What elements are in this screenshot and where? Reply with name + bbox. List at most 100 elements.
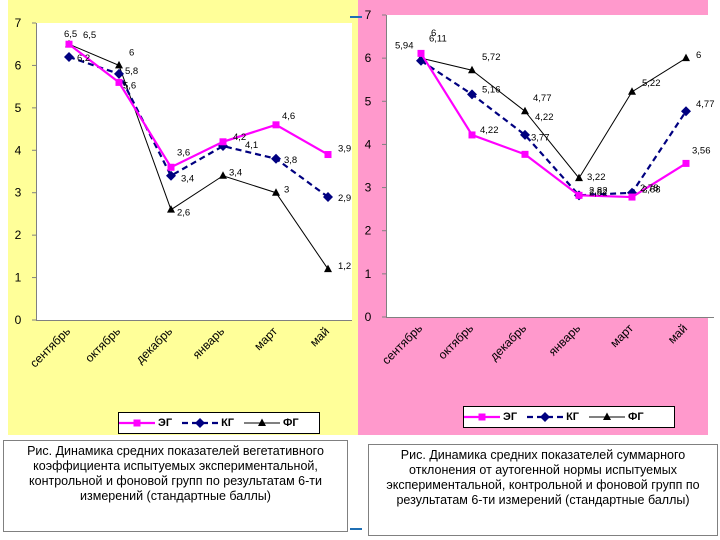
y-tick-label: 1: [365, 267, 372, 281]
data-label: 3,56: [692, 145, 711, 156]
data-label: 6,11: [429, 33, 447, 44]
x-tick-label: январь: [190, 324, 227, 361]
data-point: [521, 106, 529, 115]
data-label: 6: [696, 50, 701, 61]
data-point: [323, 191, 333, 202]
data-point: [272, 121, 280, 129]
data-label: 6,5: [83, 30, 96, 41]
data-label: 2,9: [338, 193, 351, 204]
data-label: 4,22: [535, 112, 554, 123]
legend-marker: [258, 418, 267, 426]
data-point: [272, 188, 280, 196]
data-label: 5,94: [395, 41, 414, 52]
data-point: [167, 163, 175, 171]
data-label: 4,22: [480, 125, 499, 136]
data-label: 2,88: [642, 185, 661, 196]
legend-marker: [133, 419, 141, 427]
data-label: 3,4: [229, 168, 242, 179]
plot-area: [386, 15, 714, 318]
data-point: [166, 170, 176, 181]
legend-marker: [195, 418, 206, 428]
x-tick-label: март: [251, 324, 280, 353]
data-point: [681, 106, 691, 117]
caption-right: Рис. Динамика средних показателей суммар…: [368, 444, 718, 536]
data-point: [219, 138, 227, 146]
legend-label: КГ: [221, 417, 235, 429]
data-label: 3: [284, 185, 289, 196]
data-label: 3,4: [181, 174, 194, 185]
data-point: [115, 60, 123, 69]
data-label: 2,6: [177, 208, 190, 219]
legend-marker: [540, 412, 551, 422]
series-line-eg: [420, 52, 687, 199]
data-point: [575, 191, 583, 199]
series-line-eg: [68, 43, 329, 169]
series-line-kg: [68, 55, 329, 198]
legend-item: ФГ: [589, 411, 644, 423]
data-point: [628, 87, 636, 95]
data-point: [468, 65, 476, 74]
data-point: [219, 171, 227, 179]
data-point: [115, 78, 123, 86]
legend-item: ЭГ: [119, 417, 172, 429]
y-tick-label: 5: [15, 101, 22, 115]
data-point: [324, 264, 332, 273]
y-tick-label: 1: [15, 271, 22, 285]
data-point: [167, 205, 175, 213]
data-point: [521, 150, 529, 158]
x-tick-label: октябрь: [82, 324, 123, 365]
legend-label: КГ: [566, 411, 580, 423]
legend-label: ФГ: [628, 411, 644, 423]
legend-item: КГ: [527, 411, 579, 423]
legend-marker: [603, 412, 612, 420]
data-label: 4,6: [282, 111, 295, 122]
data-label: 3,22: [587, 172, 606, 183]
data-label: 3,6: [177, 147, 190, 158]
series-line-fg: [420, 57, 687, 179]
data-point: [64, 51, 74, 62]
y-tick-label: 5: [365, 94, 372, 108]
data-label: 6,5: [64, 29, 77, 40]
legend-label: ЭГ: [503, 411, 518, 423]
data-label: 4,2: [233, 132, 246, 143]
legend-label: ФГ: [283, 417, 299, 429]
y-tick-label: 2: [15, 228, 22, 242]
connector-line: [350, 528, 362, 530]
y-tick-label: 6: [15, 58, 22, 72]
data-label: 5,22: [642, 78, 661, 89]
x-tick-label: январь: [546, 321, 583, 358]
data-label: 5,6: [123, 80, 136, 91]
data-label: 5,8: [125, 66, 138, 77]
data-label: 3,8: [284, 155, 297, 166]
plot-area: [36, 23, 352, 321]
x-tick-label: май: [665, 321, 690, 346]
line-chart-right: 0 1 2 3 4 5 6 7 сентябрь октябрь декабрь январь март…: [365, 8, 715, 367]
x-tick-label: октябрь: [435, 321, 476, 362]
data-label: 4,77: [696, 99, 715, 110]
data-label: 6: [129, 47, 134, 58]
y-tick-label: 4: [365, 137, 372, 151]
data-label: 4,77: [533, 93, 552, 104]
data-label: 6: [431, 28, 436, 39]
data-label: 2,82: [589, 185, 608, 196]
data-point: [468, 131, 476, 139]
data-point: [628, 193, 636, 201]
data-label: 5,16: [482, 84, 501, 95]
y-tick-label: 6: [365, 51, 372, 65]
chart-legend: ЭГ КГ ФГ: [118, 412, 320, 434]
data-point: [324, 151, 332, 159]
data-label: 3,77: [531, 132, 550, 143]
caption-left: Рис. Динамика средних показателей вегета…: [3, 440, 348, 532]
chart-panel-right: 0 1 2 3 4 5 6 7 сентябрь октябрь декабрь январь март…: [358, 0, 715, 435]
data-label: 4,1: [245, 140, 258, 151]
series-line-fg: [68, 43, 329, 270]
line-chart-left: 0 1 2 3 4 5 6 7 сентябрь октябрь декабрь январь март…: [15, 16, 352, 370]
data-point: [114, 68, 124, 79]
data-label: 5,72: [482, 52, 501, 63]
data-label: 2,78: [640, 183, 659, 194]
data-label: 2,82: [589, 187, 608, 198]
data-point: [575, 173, 583, 182]
data-point: [520, 129, 530, 140]
x-tick-label: март: [607, 321, 636, 350]
x-tick-label: сентябрь: [27, 324, 73, 370]
